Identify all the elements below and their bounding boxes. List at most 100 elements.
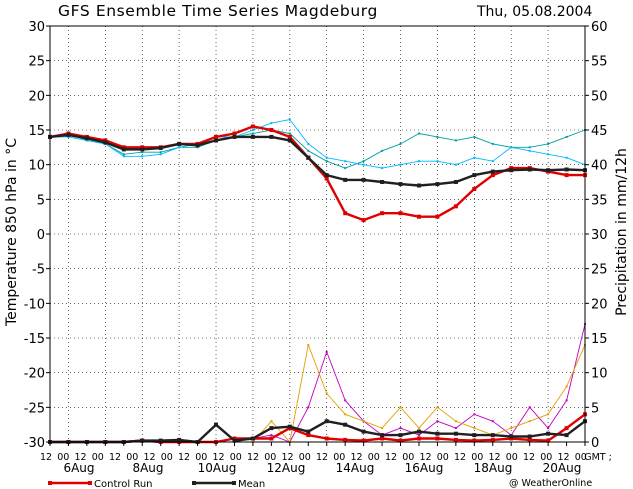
member-temp-point: [288, 118, 291, 121]
member-precip-point: [491, 420, 494, 423]
mean-precip-point: [380, 433, 385, 438]
x-hour-label: 12: [109, 452, 121, 463]
member-temp-point: [344, 160, 347, 163]
x-hour-label: 00: [540, 452, 552, 463]
member-temp-point: [565, 156, 568, 159]
control-run-temp-line: [49, 125, 585, 222]
control-run-precip-point: [306, 433, 311, 438]
member-temp-point: [510, 146, 513, 149]
mean-precip-point: [546, 431, 551, 436]
member-temp-point: [159, 151, 162, 154]
member-precip-point: [362, 420, 365, 423]
mean-precip-point: [324, 419, 329, 424]
x-hour-label: 12: [419, 452, 431, 463]
mean-temp-point: [546, 168, 551, 173]
control-run-precip-point: [232, 436, 237, 441]
left-tick-label: 30: [28, 20, 45, 35]
control-run-temp-point: [564, 173, 569, 178]
member-temp-point: [178, 146, 181, 149]
x-hour-label: 00: [506, 452, 518, 463]
mean-precip-point: [232, 438, 237, 443]
mean-temp-point: [324, 173, 329, 178]
right-tick-label: 10: [591, 367, 608, 382]
x-hour-label: 12: [143, 452, 155, 463]
mean-precip-point: [214, 422, 218, 427]
member-precip-point: [454, 420, 457, 423]
right-tick-label: 35: [591, 193, 608, 208]
mean-precip-point: [435, 431, 440, 436]
mean-temp-point: [103, 140, 108, 145]
right-tick-label: 20: [591, 297, 608, 312]
mean-precip-point: [527, 434, 532, 439]
x-hour-label: 12: [178, 452, 190, 463]
member-precip-point: [325, 350, 328, 353]
x-hour-label: 12: [385, 452, 397, 463]
control-run-temp-point: [214, 134, 218, 139]
mean-temp-point: [84, 136, 89, 141]
x-date-label: 6Aug: [63, 461, 94, 475]
member-temp-point: [362, 160, 365, 163]
member-precip-point: [547, 413, 550, 416]
member-precip-point: [436, 406, 439, 409]
control-run-temp-point: [250, 124, 255, 129]
member-temp-point: [399, 142, 402, 145]
control-run-precip-point: [380, 436, 385, 441]
mean-precip-line: [50, 420, 586, 444]
x-hour-label: 00: [402, 452, 414, 463]
member-precip-point: [473, 413, 476, 416]
member-temp-point: [122, 153, 125, 156]
control-run-temp-point: [398, 211, 403, 216]
right-tick-label: 60: [591, 20, 608, 35]
chart-date: Thu, 05.08.2004: [476, 4, 592, 20]
member-temp-point: [565, 135, 568, 138]
x-hour-label: 00: [57, 452, 69, 463]
control-run-temp-point: [509, 166, 514, 171]
control-run-temp-point: [417, 214, 421, 219]
x-hour-label: 00: [437, 452, 449, 463]
x-hour-label: 00: [575, 452, 587, 463]
mean-precip-point: [509, 434, 514, 439]
right-tick-label: 5: [591, 401, 599, 416]
mean-precip-point: [306, 429, 311, 434]
left-tick-label: -20: [24, 367, 45, 382]
member-temp-point: [473, 156, 476, 159]
x-hour-label: 00: [92, 452, 104, 463]
member-precip-point: [565, 385, 568, 388]
mean-temp-point: [435, 182, 440, 187]
member-precip-point: [454, 427, 457, 430]
control-run-precip-point: [490, 437, 495, 442]
left-tick-label: 0: [37, 228, 45, 243]
mean-precip-point: [453, 431, 458, 436]
x-hour-label: 12: [350, 452, 362, 463]
mean-temp-point: [527, 167, 532, 172]
member-temp-point: [85, 139, 88, 142]
member-precip-point: [418, 434, 420, 437]
mean-temp-point: [343, 177, 348, 182]
control-run-precip-point: [546, 438, 551, 443]
member-temp-point: [528, 146, 531, 149]
mean-temp-point: [564, 167, 569, 172]
left-tick-label: 25: [28, 55, 45, 70]
member-temp-point: [491, 160, 494, 163]
member-temp-point: [307, 149, 310, 152]
mean-temp-point: [140, 147, 145, 152]
member-precip-point: [270, 420, 273, 423]
mean-legend-marker: [192, 481, 196, 485]
member-temp-point: [270, 122, 273, 125]
member-temp-point: [344, 167, 347, 170]
x-hour-label: GMT ;: [584, 452, 612, 463]
mean-temp-point: [250, 134, 255, 139]
control-run-temp-point: [472, 186, 477, 191]
member-precip-point: [547, 427, 550, 430]
member-precip-point: [473, 427, 476, 430]
mean-precip-point: [472, 433, 477, 438]
member-temp-point: [454, 139, 457, 142]
mean-temp-point: [490, 169, 495, 174]
left-tick-label: -25: [24, 401, 45, 416]
mean-precip-point: [564, 433, 569, 438]
control-run-temp-point: [490, 173, 495, 178]
mean-precip-point: [250, 436, 255, 441]
member-precip-point: [381, 427, 384, 430]
member-precip-point: [307, 343, 310, 346]
mean-temp-point: [66, 132, 71, 137]
